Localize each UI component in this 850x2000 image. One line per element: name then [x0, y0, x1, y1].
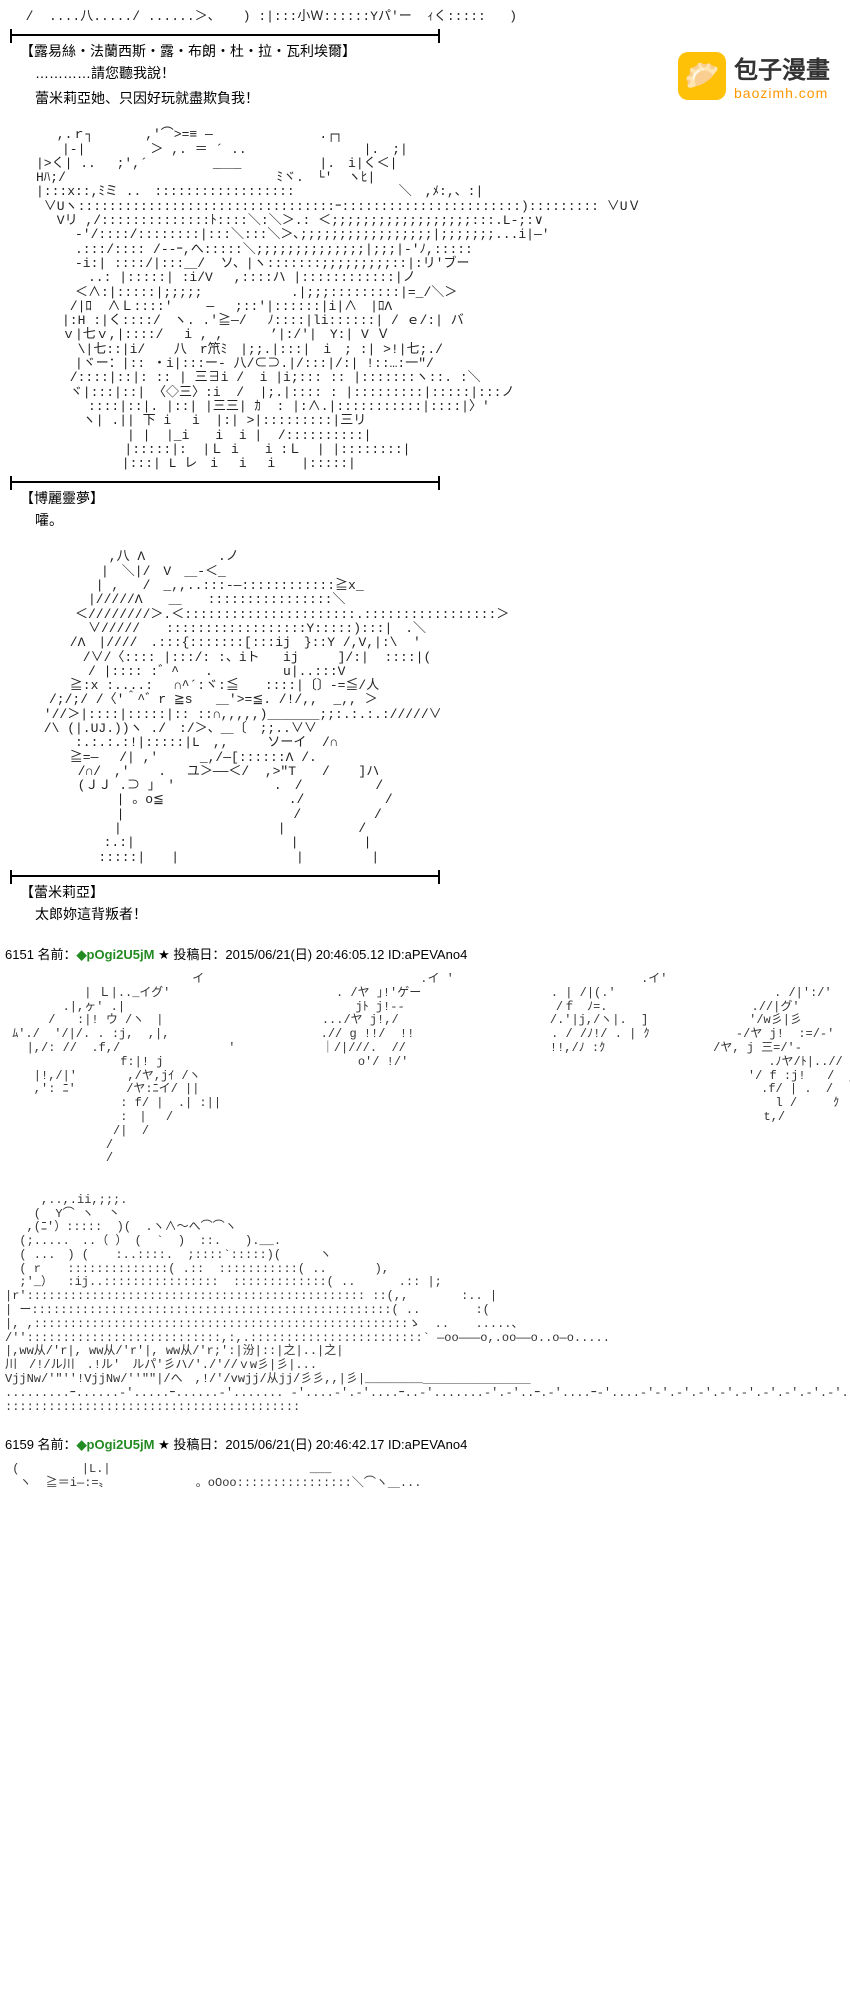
- post-id: aPEVAno4: [405, 1437, 468, 1452]
- post-number: 6159: [5, 1437, 34, 1452]
- name-label: 名前：: [38, 947, 77, 962]
- watermark: 🥟 包子漫畫 baozimh.com: [678, 50, 830, 101]
- post-date: 2015/06/21(日) 20:46:05.12: [225, 947, 384, 962]
- ascii-art-fragment: ( |L.| ___ ヽ ≧＝i―:=〟 。oOoo::::::::::::::…: [5, 1463, 845, 1491]
- watermark-title: 包子漫畫: [734, 50, 830, 85]
- character-name-reimu: 【博麗靈夢】: [20, 488, 840, 508]
- tripcode: ◆pOgi2U5jM: [77, 947, 155, 962]
- tripcode: ◆pOgi2U5jM: [77, 1437, 155, 1452]
- baozi-emoji: 🥟: [685, 59, 720, 92]
- divider: [10, 34, 440, 36]
- watermark-subtitle: baozimh.com: [734, 85, 830, 101]
- star-icon: ★: [158, 1437, 170, 1452]
- post-id: aPEVAno4: [405, 947, 468, 962]
- watermark-text: 包子漫畫 baozimh.com: [734, 50, 830, 101]
- dialogue-line: 太郎妳這背叛者！: [35, 904, 840, 924]
- panel-3: ,八 Λ .ノ | ＼|/ V ＿-＜_ | , / _,,..:::-―:::…: [0, 550, 850, 924]
- ascii-art-reimu: ,.ｒ┐ ,'⌒>=≡ ― .┌┐ |-| ＞ ,. ＝ ´ .. |. ;| …: [10, 128, 840, 471]
- ascii-art-fragment: / ....八...../ ......＞、 ) :|:::小Ｗ::::::Yパ…: [10, 10, 840, 24]
- date-label: 投稿日：: [173, 1437, 225, 1452]
- post-number: 6151: [5, 947, 34, 962]
- name-label: 名前：: [38, 1437, 77, 1452]
- post-header-6159: 6159 名前：◆pOgi2U5jM ★ 投稿日：2015/06/21(日) 2…: [5, 1434, 850, 1453]
- post-date: 2015/06/21(日) 20:46:42.17: [225, 1437, 384, 1452]
- panel-2: ,.ｒ┐ ,'⌒>=≡ ― .┌┐ |-| ＞ ,. ＝ ´ .. |. ;| …: [0, 128, 850, 530]
- character-name-remilia: 【蕾米莉亞】: [20, 882, 840, 902]
- baozi-icon: 🥟: [678, 52, 726, 100]
- ascii-art-remilia: ,八 Λ .ノ | ＼|/ V ＿-＜_ | , / _,,..:::-―:::…: [10, 550, 840, 865]
- date-label: 投稿日：: [173, 947, 225, 962]
- divider: [10, 481, 440, 483]
- star-icon: ★: [158, 947, 170, 962]
- id-label: ID:: [388, 1437, 405, 1452]
- ascii-art-scene: イ .イ ' .イ' .イ' | Ｌ|.._イグ' . /ヤ ｣!'ゲー . |…: [5, 973, 845, 1415]
- dialogue-line: 嚯。: [35, 510, 840, 530]
- id-label: ID:: [388, 947, 405, 962]
- divider: [10, 875, 440, 877]
- post-header-6151: 6151 名前：◆pOgi2U5jM ★ 投稿日：2015/06/21(日) 2…: [5, 944, 850, 963]
